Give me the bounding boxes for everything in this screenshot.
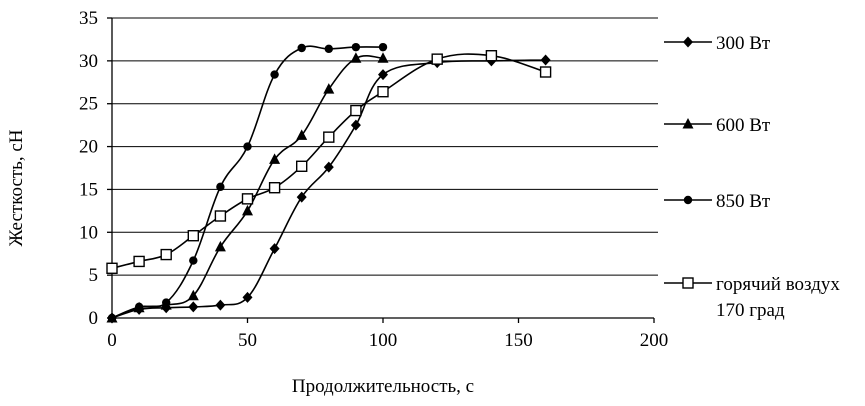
legend-label-3-1: 170 град [716,300,785,321]
data-point-s0-6 [269,243,280,255]
data-point-s0-9 [350,119,361,131]
data-point-s3-0 [106,262,118,274]
legend-item-0: 300 Вт [664,33,771,54]
data-point-s3-3 [187,230,200,242]
legend-item-2: 850 Вт [664,191,771,212]
legend-label-0: 300 Вт [716,33,771,54]
legend-marker-3 [682,277,694,289]
series-group [106,42,552,324]
y-tick-label-3: 15 [79,179,98,200]
data-point-s2-0 [107,313,117,323]
x-tick-label-0: 0 [107,330,117,351]
data-point-s0-8 [323,161,334,173]
data-point-s3-2 [160,248,172,261]
legend-marker-0 [683,36,693,48]
legend-item-1: 600 Вт [664,115,771,136]
legend-marker-2 [683,195,693,205]
series-1 [106,52,389,323]
legend-marker-1 [682,118,694,129]
axes [107,17,655,323]
data-point-s0-5 [242,291,253,303]
data-point-s2-4 [216,182,225,192]
legend: 300 Вт 600 Вт 850 Вт горячий воздух 170 град [664,33,840,321]
data-point-s3-9 [350,104,362,117]
data-point-s3-4 [214,210,227,222]
series-3 [106,50,552,274]
data-point-s1-6 [269,153,281,164]
y-tick-label-0: 0 [89,308,99,329]
legend-item-3: горячий воздух 170 град [664,274,840,321]
data-point-s0-4 [215,299,226,311]
data-point-s3-5 [241,193,254,205]
y-tick-labels: 0 5 10 15 20 25 30 35 [79,8,98,329]
y-tick-label-4: 20 [79,137,98,158]
data-point-s1-10 [377,52,389,63]
data-point-s3-7 [296,160,308,172]
data-point-s3-10 [377,86,389,98]
data-point-s2-1 [134,302,144,312]
data-point-s0-13 [540,54,551,66]
data-point-s1-4 [214,240,226,252]
x-tick-label-2: 100 [369,330,398,351]
data-point-s2-5 [243,142,252,151]
data-point-s2-6 [270,70,279,79]
data-point-s2-3 [189,256,198,265]
y-tick-label-2: 10 [79,222,98,243]
series-line-1 [111,55,384,319]
data-point-s3-1 [133,255,145,268]
data-point-s2-7 [297,43,306,53]
data-point-s2-9 [351,42,361,52]
data-point-s1-3 [187,289,199,301]
x-tick-label-1: 50 [238,330,257,351]
x-tick-label-4: 200 [640,330,669,351]
x-axis-title: Продолжительность, с [292,376,474,397]
legend-label-1: 600 Вт [716,115,771,136]
data-point-s3-8 [323,131,335,143]
legend-label-3-0: горячий воздух [716,274,840,295]
data-point-s1-8 [323,83,335,94]
x-tick-label-3: 150 [504,330,533,351]
series-2 [107,42,388,323]
y-tick-label-5: 25 [79,94,98,115]
data-point-s1-5 [242,204,253,216]
y-axis-title: Жесткость, сН [6,129,27,246]
x-tick-labels: 0 50 100 150 200 [107,330,668,351]
data-point-s0-7 [296,191,307,203]
data-point-s2-8 [324,44,333,54]
data-point-s3-12 [485,50,498,62]
data-point-s2-2 [162,298,171,307]
data-point-s3-6 [268,182,281,194]
data-point-s0-3 [188,301,199,313]
y-tick-label-7: 35 [79,8,98,29]
data-point-s2-10 [378,42,388,52]
y-tick-label-6: 30 [79,51,98,72]
legend-label-2: 850 Вт [716,191,771,212]
data-point-s1-7 [296,129,308,140]
series-line-2 [111,45,384,319]
data-point-s3-13 [539,66,552,78]
data-point-s0-10 [378,69,388,81]
data-point-s3-11 [431,53,443,65]
y-tick-label-1: 5 [89,265,99,286]
data-point-s1-9 [350,52,362,63]
